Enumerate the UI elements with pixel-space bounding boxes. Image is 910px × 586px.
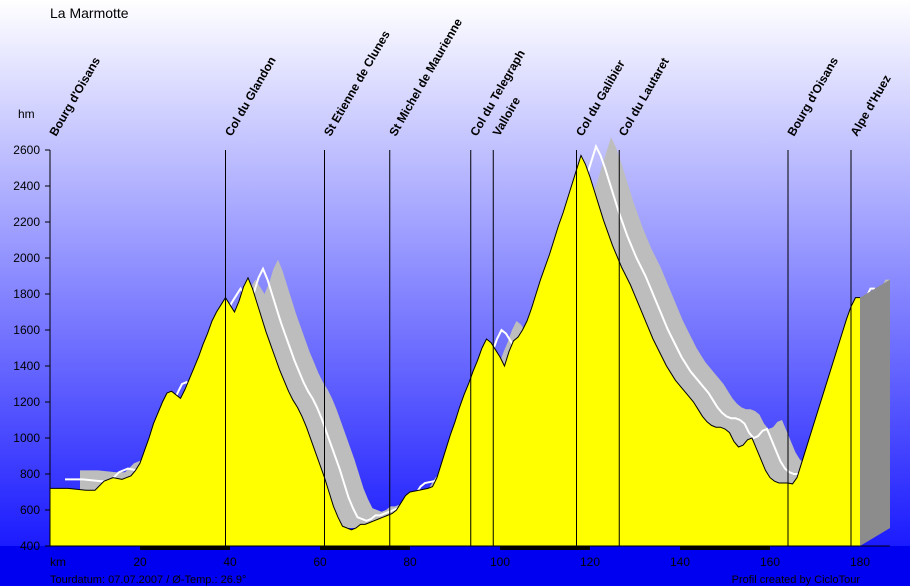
x-tick-label: 160 <box>760 555 780 569</box>
x-axis-band <box>500 546 590 550</box>
y-tick-label: 1800 <box>13 287 40 301</box>
x-tick-label: 120 <box>580 555 600 569</box>
x-tick-label: 180 <box>850 555 870 569</box>
x-tick-label: 20 <box>133 555 147 569</box>
x-axis-band <box>680 546 770 550</box>
x-tick-label: 60 <box>313 555 327 569</box>
x-axis-band <box>320 546 410 550</box>
y-tick-label: 2600 <box>13 143 40 157</box>
y-tick-label: 1600 <box>13 323 40 337</box>
footer-left-text: Tourdatum: 07.07.2007 / Ø-Temp.: 26.9° <box>50 574 246 586</box>
y-tick-label: 800 <box>20 467 40 481</box>
x-axis-unit-label: km <box>50 555 66 569</box>
profile-side-face <box>860 279 890 546</box>
y-axis-unit-label: hm <box>18 107 35 121</box>
x-tick-label: 100 <box>490 555 510 569</box>
x-tick-label: 80 <box>403 555 417 569</box>
x-axis-band <box>140 546 230 550</box>
y-tick-label: 1200 <box>13 395 40 409</box>
y-tick-label: 600 <box>20 503 40 517</box>
elevation-area <box>50 155 860 546</box>
footer-right-text: Profil created by CicloTour <box>732 574 861 586</box>
chart-title: La Marmotte <box>50 5 129 21</box>
y-tick-label: 1400 <box>13 359 40 373</box>
y-tick-label: 2000 <box>13 251 40 265</box>
x-tick-label: 140 <box>670 555 690 569</box>
y-tick-label: 1000 <box>13 431 40 445</box>
plot-background-lower <box>0 546 910 586</box>
elevation-line <box>50 154 860 531</box>
x-tick-label: 40 <box>223 555 237 569</box>
y-tick-label: 2200 <box>13 215 40 229</box>
profile-shadow-highlight <box>65 143 875 522</box>
y-tick-label: 2400 <box>13 179 40 193</box>
y-tick-label: 400 <box>20 539 40 553</box>
